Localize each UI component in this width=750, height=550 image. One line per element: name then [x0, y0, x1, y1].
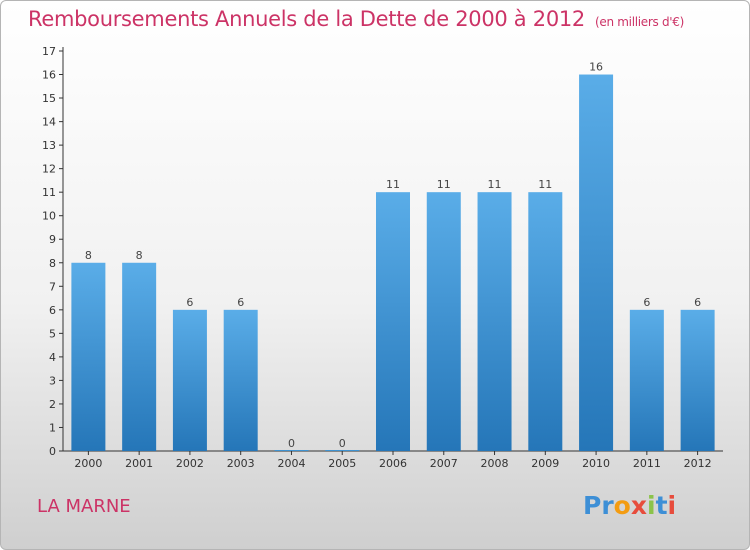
- data-label: 8: [136, 249, 143, 262]
- y-tick-label: 7: [49, 280, 56, 293]
- y-tick-label: 17: [42, 45, 56, 58]
- bar: [71, 262, 106, 451]
- bar: [629, 309, 664, 451]
- x-tick-label: 2002: [176, 457, 204, 470]
- y-tick-label: 3: [49, 374, 56, 387]
- bar: [274, 450, 309, 451]
- data-label: 16: [589, 61, 603, 74]
- data-label: 11: [437, 178, 451, 191]
- logo-letter: r: [601, 491, 614, 520]
- data-label: 11: [488, 178, 502, 191]
- data-label: 11: [386, 178, 400, 191]
- y-tick-label: 13: [42, 139, 56, 152]
- x-tick-label: 2001: [125, 457, 153, 470]
- commune-name: LA MARNE: [37, 496, 131, 517]
- logo-letter: i: [647, 491, 656, 520]
- x-tick-label: 2008: [481, 457, 509, 470]
- bar: [223, 309, 258, 451]
- y-tick-label: 6: [49, 304, 56, 317]
- y-tick-label: 11: [42, 186, 56, 199]
- x-tick-label: 2010: [582, 457, 610, 470]
- y-tick-label: 8: [49, 257, 56, 270]
- bar: [680, 309, 715, 451]
- logo-letter: o: [613, 491, 631, 520]
- data-label: 6: [237, 296, 244, 309]
- bar: [122, 262, 157, 451]
- y-tick-label: 0: [49, 445, 56, 458]
- y-tick-label: 5: [49, 327, 56, 340]
- x-tick-label: 2005: [328, 457, 356, 470]
- data-label: 6: [694, 296, 701, 309]
- x-tick-label: 2007: [430, 457, 458, 470]
- x-tick-label: 2011: [633, 457, 661, 470]
- logo-letter: t: [655, 491, 668, 520]
- y-tick-label: 9: [49, 233, 56, 246]
- x-tick-label: 2012: [684, 457, 712, 470]
- bar: [172, 309, 207, 451]
- chart-title: Remboursements Annuels de la Dette de 20…: [28, 7, 684, 31]
- x-tick-label: 2000: [74, 457, 102, 470]
- y-tick-label: 1: [49, 421, 56, 434]
- logo-letter: i: [667, 491, 677, 520]
- data-label: 6: [643, 296, 650, 309]
- logo-letter: P: [583, 491, 602, 520]
- y-tick-label: 10: [42, 210, 56, 223]
- proxiti-logo[interactable]: Proxiti: [583, 491, 676, 520]
- data-label: 0: [339, 437, 346, 450]
- y-tick-label: 2: [49, 398, 56, 411]
- data-label: 0: [288, 437, 295, 450]
- y-tick-label: 14: [42, 116, 56, 129]
- x-tick-label: 2004: [277, 457, 305, 470]
- data-label: 11: [538, 178, 552, 191]
- logo-letter: x: [630, 491, 647, 520]
- chart-title-text: Remboursements Annuels de la Dette de 20…: [28, 7, 585, 31]
- bar: [426, 192, 461, 452]
- bar: [579, 74, 614, 451]
- x-tick-label: 2009: [531, 457, 559, 470]
- data-label: 6: [186, 296, 193, 309]
- bar: [477, 192, 512, 452]
- y-tick-label: 15: [42, 92, 56, 105]
- y-tick-label: 4: [49, 351, 56, 364]
- chart-unit: (en milliers d'€): [595, 15, 685, 29]
- bar: [528, 192, 563, 452]
- bar: [376, 192, 410, 452]
- x-tick-label: 2003: [227, 457, 255, 470]
- y-tick-label: 12: [42, 163, 56, 176]
- x-tick-label: 2006: [379, 457, 407, 470]
- y-tick-label: 16: [42, 69, 56, 82]
- data-label: 8: [85, 249, 92, 262]
- bar: [325, 450, 360, 451]
